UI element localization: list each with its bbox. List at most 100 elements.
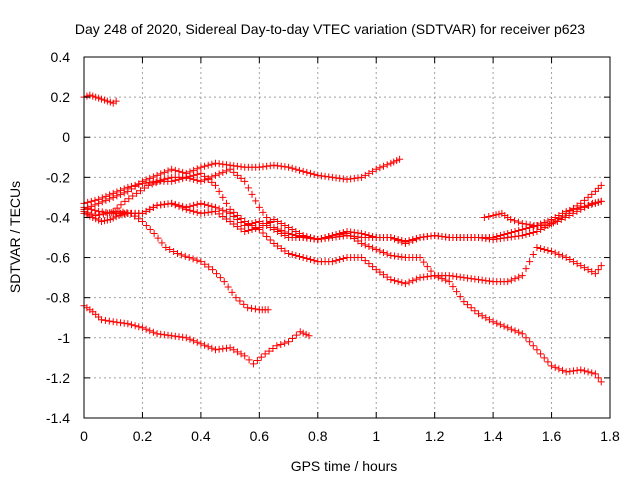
data-point bbox=[193, 200, 201, 208]
data-point bbox=[146, 225, 154, 233]
data-point bbox=[285, 223, 293, 231]
x-tick-label: 1 bbox=[372, 428, 380, 444]
data-point bbox=[559, 366, 567, 374]
data-point bbox=[237, 225, 245, 233]
data-point bbox=[274, 162, 282, 170]
data-point bbox=[361, 171, 369, 179]
data-point bbox=[573, 207, 581, 215]
data-point bbox=[500, 230, 508, 238]
data-point bbox=[423, 263, 431, 271]
data-point bbox=[255, 217, 263, 225]
data-point bbox=[102, 208, 110, 216]
data-point bbox=[555, 365, 563, 373]
data-point bbox=[585, 201, 593, 209]
series-track-6 bbox=[109, 169, 605, 288]
data-point bbox=[310, 257, 318, 265]
data-point bbox=[464, 301, 472, 309]
data-point bbox=[222, 215, 230, 223]
data-point bbox=[358, 173, 366, 181]
data-point bbox=[511, 227, 519, 235]
data-point bbox=[91, 206, 99, 214]
data-point bbox=[266, 162, 274, 170]
data-point bbox=[482, 314, 490, 322]
data-point bbox=[544, 358, 552, 366]
data-point bbox=[591, 187, 599, 195]
data-point bbox=[98, 316, 106, 324]
data-point bbox=[190, 337, 198, 345]
data-point bbox=[559, 209, 567, 217]
data-point bbox=[153, 201, 161, 209]
data-point bbox=[142, 325, 150, 333]
x-tick-label: 1.8 bbox=[600, 428, 620, 444]
data-point bbox=[427, 267, 435, 275]
data-point bbox=[175, 175, 183, 183]
data-point bbox=[270, 161, 278, 169]
data-point bbox=[434, 273, 442, 281]
data-point bbox=[398, 253, 406, 261]
data-point bbox=[255, 203, 263, 211]
data-point bbox=[548, 362, 556, 370]
data-point bbox=[129, 192, 137, 200]
data-point bbox=[431, 231, 439, 239]
data-point bbox=[533, 244, 541, 252]
data-point bbox=[387, 252, 395, 260]
data-point bbox=[540, 354, 548, 362]
data-point bbox=[197, 199, 205, 207]
data-point bbox=[204, 201, 212, 209]
data-point bbox=[175, 333, 183, 341]
data-point bbox=[288, 251, 296, 259]
data-point bbox=[409, 277, 417, 285]
data-point bbox=[164, 200, 172, 208]
data-point bbox=[299, 167, 307, 175]
data-point bbox=[193, 338, 201, 346]
data-point bbox=[212, 203, 219, 211]
data-point bbox=[354, 174, 362, 182]
data-point bbox=[121, 197, 129, 205]
data-point bbox=[193, 176, 201, 184]
data-point bbox=[303, 234, 311, 242]
data-point bbox=[281, 221, 289, 229]
data-point bbox=[387, 159, 395, 167]
data-point bbox=[98, 95, 106, 103]
data-point bbox=[383, 273, 391, 281]
data-point bbox=[507, 325, 515, 333]
data-point bbox=[347, 232, 355, 240]
data-point bbox=[251, 305, 259, 313]
data-point bbox=[92, 211, 100, 219]
data-point bbox=[266, 217, 274, 225]
data-point bbox=[149, 328, 157, 336]
data-point bbox=[569, 367, 577, 375]
y-tick-label: -0.2 bbox=[46, 169, 70, 185]
data-point bbox=[100, 217, 108, 225]
data-point bbox=[244, 304, 252, 312]
data-point bbox=[248, 304, 256, 312]
data-point bbox=[591, 199, 599, 207]
data-point bbox=[197, 258, 205, 266]
data-point bbox=[237, 163, 245, 171]
data-point bbox=[285, 338, 293, 346]
data-point bbox=[274, 227, 282, 235]
y-tick-label: -0.6 bbox=[46, 250, 70, 266]
data-point bbox=[485, 316, 493, 324]
data-point bbox=[358, 229, 366, 237]
data-point bbox=[551, 249, 559, 257]
data-point bbox=[232, 294, 240, 302]
data-point bbox=[369, 263, 377, 271]
data-point bbox=[241, 177, 249, 185]
data-point bbox=[372, 266, 380, 274]
data-point bbox=[489, 234, 497, 241]
data-point bbox=[237, 218, 245, 226]
data-point bbox=[369, 244, 377, 252]
data-point bbox=[445, 272, 453, 280]
data-point bbox=[244, 184, 252, 192]
data-point bbox=[142, 221, 150, 229]
data-point bbox=[526, 221, 534, 229]
data-point bbox=[106, 98, 114, 106]
data-point bbox=[507, 276, 515, 284]
data-point bbox=[92, 93, 100, 101]
data-point bbox=[281, 231, 289, 239]
data-point bbox=[496, 231, 504, 239]
data-point bbox=[343, 175, 351, 183]
data-point bbox=[350, 235, 358, 243]
